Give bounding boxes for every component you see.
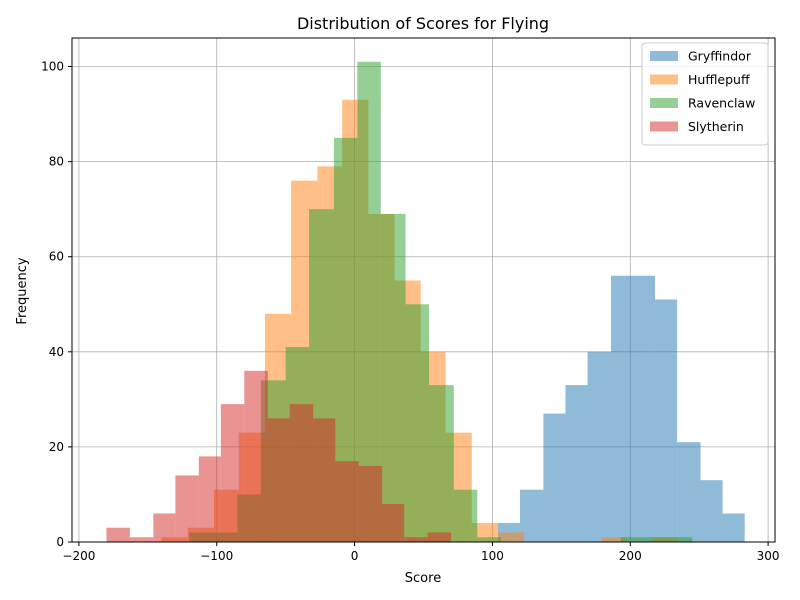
legend-label: Hufflepuff <box>688 72 750 87</box>
series-slytherin <box>106 370 452 542</box>
histogram-bar <box>620 537 645 542</box>
histogram-bar <box>497 532 525 542</box>
histogram-bar <box>565 385 588 542</box>
histogram-bar <box>587 351 611 542</box>
series-gryffindor <box>497 275 745 542</box>
x-tick-label: −200 <box>62 549 95 563</box>
legend-swatch <box>650 74 678 85</box>
plot-frame <box>71 37 776 543</box>
histogram-bar <box>382 503 405 542</box>
histogram-bar <box>333 137 358 542</box>
histogram-bar <box>644 537 669 542</box>
tick-labels: −200 −100 0 100 200 300 0 20 40 60 80 100 <box>41 60 779 563</box>
legend-label: Ravenclaw <box>688 96 755 111</box>
histogram-bar <box>380 213 406 542</box>
legend: Gryffindor Hufflepuff Ravenclaw Slytherin <box>641 42 769 146</box>
y-tick-label: 20 <box>49 440 64 454</box>
histogram-bar <box>153 513 176 542</box>
chart-title: Distribution of Scores for Flying <box>297 14 549 33</box>
y-tick-label: 80 <box>49 155 64 169</box>
x-tick-label: −100 <box>200 549 233 563</box>
histogram-bar <box>610 275 634 542</box>
y-tick-label: 100 <box>41 60 64 74</box>
histogram-bar <box>405 304 430 542</box>
histogram-bar <box>198 456 221 542</box>
histogram-bar <box>129 537 154 542</box>
x-tick-label: 0 <box>351 549 359 563</box>
axes <box>71 37 776 543</box>
histogram-bar <box>429 385 454 542</box>
histogram-bars <box>106 61 745 543</box>
legend-swatch <box>650 51 678 61</box>
histogram-bar <box>633 275 656 542</box>
histogram-bar <box>700 480 723 542</box>
x-tick-label: 200 <box>619 549 642 563</box>
legend-swatch <box>650 121 678 132</box>
legend-label: Gryffindor <box>688 49 752 64</box>
histogram-bar <box>477 537 501 542</box>
x-tick-label: 100 <box>481 549 504 563</box>
legend-label: Slytherin <box>688 119 744 134</box>
legend-swatch <box>650 98 678 108</box>
legend-box <box>641 42 769 146</box>
histogram-bar <box>668 537 693 542</box>
histogram-bar <box>543 413 566 542</box>
histogram-bar <box>267 418 290 542</box>
x-tick-label: 300 <box>757 549 780 563</box>
histogram-bar <box>404 537 428 542</box>
y-tick-label: 40 <box>49 345 64 359</box>
histogram-bar <box>313 418 336 542</box>
histogram-bar <box>220 404 245 542</box>
histogram-bar <box>244 370 268 542</box>
histogram-bar <box>722 513 745 542</box>
y-axis-label: Frequency <box>15 257 30 324</box>
histogram-bar <box>453 489 478 542</box>
y-tick-label: 0 <box>56 535 64 549</box>
histogram-bar <box>357 61 381 542</box>
y-tick-label: 60 <box>49 250 64 264</box>
histogram-bar <box>519 489 544 542</box>
histogram-bar <box>427 532 452 542</box>
x-axis-label: Score <box>405 571 441 586</box>
histogram-bar <box>655 299 678 542</box>
histogram-bar <box>289 404 314 542</box>
histogram-bar <box>358 465 383 542</box>
histogram-bar <box>175 475 199 542</box>
histogram-bar <box>106 527 130 542</box>
histogram-bar <box>677 442 701 542</box>
histogram-bar <box>335 461 359 542</box>
histogram-bar <box>601 537 628 542</box>
